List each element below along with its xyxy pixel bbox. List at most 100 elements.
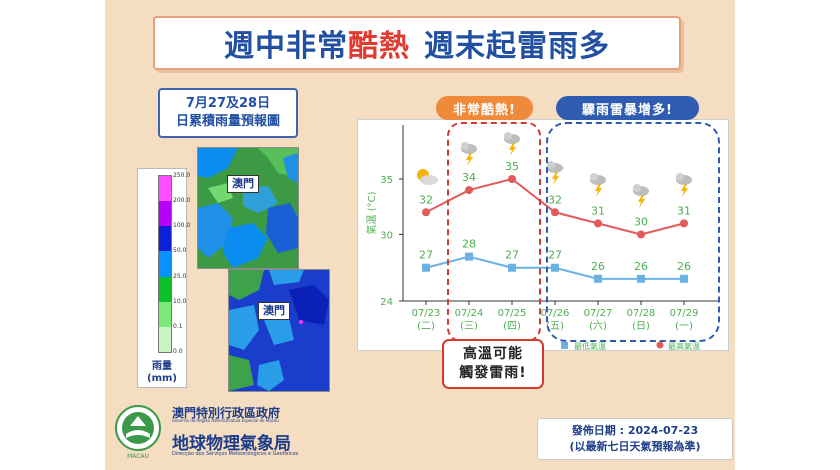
weekday-label: (二)	[417, 321, 435, 332]
issue-date: 發佈日期 : 2024-07-23	[571, 424, 699, 437]
x-tick-label: 07/25	[498, 308, 527, 319]
colorbar	[158, 175, 172, 353]
max-temp-point	[594, 219, 602, 228]
legend-max-marker	[656, 341, 664, 349]
data-label: 31	[677, 204, 691, 217]
map-day2-graphic	[229, 270, 329, 391]
data-label: 26	[591, 260, 605, 273]
max-temp-point	[551, 208, 559, 217]
map-day2-macau-label: 澳門	[258, 302, 290, 320]
unit-line1: 雨量	[152, 361, 172, 372]
temperature-chart-panel: 24 30 35 氣溫 (°C) 07/23 (二) 07/24 (三) 07/25 (四) 07/…	[357, 119, 729, 351]
legend-max-label: 最高氣溫	[668, 341, 700, 350]
colorbar-segment	[159, 276, 171, 302]
y-tick-label: 24	[380, 297, 393, 308]
data-label: 32	[419, 193, 433, 206]
max-temp-point	[465, 186, 473, 195]
x-tick-label: 07/26	[541, 308, 570, 319]
y-tick-label: 30	[380, 230, 393, 241]
data-label: 26	[677, 260, 691, 273]
rainfall-colorbar-legend: 250.0 200.0 100.0 50.0 25.0 10.0 0.1 0.0 雨量 (mm…	[137, 168, 191, 388]
y-tick-label: 35	[380, 175, 393, 186]
min-temp-point	[508, 263, 516, 272]
x-tick-label: 07/29	[670, 308, 699, 319]
hot-days-highlight	[447, 122, 541, 342]
issue-date-box: 發佈日期 : 2024-07-23 (以最新七日天氣預報為準)	[537, 418, 733, 460]
svg-text:MACAU: MACAU	[127, 453, 149, 460]
data-label: 31	[591, 204, 605, 217]
title-part-2: 酷熱	[348, 29, 410, 64]
colorbar-segment	[159, 226, 171, 252]
data-label: 27	[505, 249, 519, 262]
left-margin	[0, 0, 105, 470]
max-temp-point	[680, 219, 688, 228]
data-label: 30	[634, 215, 648, 228]
colorbar-tick-label: 50.0	[173, 247, 187, 255]
x-tick-label: 07/27	[584, 308, 613, 319]
rainfall-title: 7月27及28日 日累積雨量預報圖	[158, 88, 298, 138]
rainfall-map-day2: 澳門	[228, 269, 330, 392]
thunderstorm-icon	[547, 161, 563, 185]
data-label: 32	[548, 193, 562, 206]
data-label: 34	[462, 171, 476, 184]
colorbar-tick-label: 200.0	[173, 197, 191, 205]
colorbar-tick-label: 0.1	[173, 322, 183, 330]
warning-line1: 高溫可能	[463, 346, 523, 362]
y-axis-label: 氣溫 (°C)	[365, 191, 378, 234]
min-temp-point	[637, 274, 645, 283]
colorbar-tick-label: 100.0	[173, 222, 191, 230]
smg-emblem-icon: MACAU	[115, 405, 161, 460]
colorbar-segment	[159, 251, 171, 277]
colorbar-segment	[159, 176, 171, 202]
weekday-label: (四)	[503, 321, 521, 332]
colorbar-tick-label: 0.0	[173, 348, 183, 355]
issue-note: (以最新七日天氣預報為準)	[569, 440, 701, 453]
org-name-chinese-gov: 澳門特別行政區政府	[172, 406, 281, 420]
hot-tag: 非常酷熱!	[436, 96, 533, 120]
x-tick-label: 07/28	[627, 308, 656, 319]
min-temp-point	[551, 263, 559, 272]
thunderstorm-icon	[504, 132, 520, 156]
org-name-portuguese-smg: Direcção dos Serviços Meteorológicos e G…	[172, 451, 299, 457]
rainfall-unit: 雨量 (mm)	[142, 361, 182, 385]
right-margin	[735, 0, 840, 470]
warning-line2: 觸發雷雨!	[459, 365, 527, 381]
legend-min-marker	[561, 342, 568, 349]
map-day1-graphic	[198, 148, 298, 268]
colorbar-tick-label: 25.0	[173, 272, 187, 280]
legend-min-label: 最低氣溫	[574, 341, 606, 350]
weekday-label: (三)	[460, 321, 478, 332]
max-temp-point	[422, 208, 430, 217]
x-tick-label: 07/23	[412, 308, 441, 319]
title-part-1: 週中非常	[224, 29, 348, 64]
thunderstorm-icon	[633, 184, 649, 208]
rainfall-title-line2: 日累積雨量預報圖	[175, 114, 280, 129]
weekday-label: (六)	[589, 320, 607, 332]
map-day1-macau-label: 澳門	[227, 175, 259, 193]
colorbar-segment	[159, 201, 171, 227]
data-label: 27	[548, 249, 562, 262]
org-name-chinese-smg: 地球物理氣象局	[172, 434, 291, 454]
data-label: 35	[505, 160, 519, 173]
unit-line2: (mm)	[147, 373, 177, 384]
min-temp-point	[465, 252, 473, 261]
colorbar-tick-label: 10.0	[173, 297, 187, 305]
max-temp-point	[508, 175, 516, 183]
min-temp-point	[422, 263, 430, 272]
storm-days-highlight	[546, 122, 720, 342]
data-label: 26	[634, 260, 648, 273]
colorbar-segment	[159, 301, 171, 327]
x-tick-label: 07/24	[455, 308, 484, 319]
data-label: 27	[419, 249, 433, 262]
weekday-label: (日)	[632, 321, 650, 332]
min-temp-point	[594, 274, 602, 283]
thunderstorm-icon	[676, 173, 692, 197]
storm-tag: 驟雨雷暴增多!	[556, 96, 699, 120]
colorbar-tick-label: 250.0	[173, 172, 191, 179]
org-name-portuguese-gov: Governo da Região Administrativa Especia…	[172, 418, 279, 423]
thunderstorm-icon	[461, 142, 477, 166]
title-banner: 週中非常 酷熱 週末起雷雨多	[153, 16, 681, 70]
rainfall-map-day1: 澳門	[197, 147, 299, 269]
